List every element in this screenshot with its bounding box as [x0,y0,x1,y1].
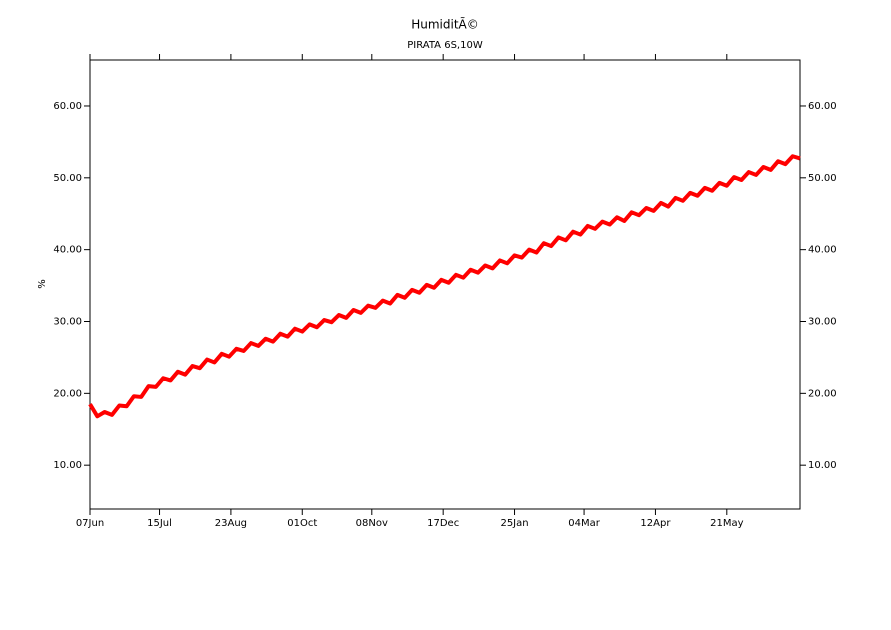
y-tick-label: 60.00 [53,101,82,112]
y-tick-label-right: 50.00 [808,173,837,184]
x-tick-label: 17Dec [427,518,459,529]
y-tick-label: 30.00 [53,316,82,327]
y-axis-label: % [37,279,48,289]
x-tick-label: 15Jul [147,518,172,529]
y-tick-label: 20.00 [53,388,82,399]
x-tick-label: 21May [710,518,743,529]
plot-frame [89,59,801,510]
y-tick-label-right: 20.00 [808,388,837,399]
x-tick-label: 12Apr [640,518,671,529]
y-tick-label-right: 60.00 [808,101,837,112]
x-tick-label: 23Aug [215,518,247,529]
data-line [88,154,801,419]
x-tick-label: 08Nov [356,518,388,529]
x-tick-label: 07Jun [76,518,104,529]
x-tick-label: 04Mar [568,518,600,529]
y-tick-label-right: 10.00 [808,460,837,471]
x-tick-label: 01Oct [287,518,317,529]
y-tick-label-right: 40.00 [808,245,837,256]
y-tick-label: 10.00 [53,460,82,471]
chart-title: HumiditÃ© [411,17,479,32]
y-tick-label-right: 30.00 [808,316,837,327]
x-tick-label: 25Jan [500,518,528,529]
chart-subtitle: PIRATA 6S,10W [407,40,483,51]
y-tick-label: 40.00 [53,245,82,256]
y-tick-label: 50.00 [53,173,82,184]
